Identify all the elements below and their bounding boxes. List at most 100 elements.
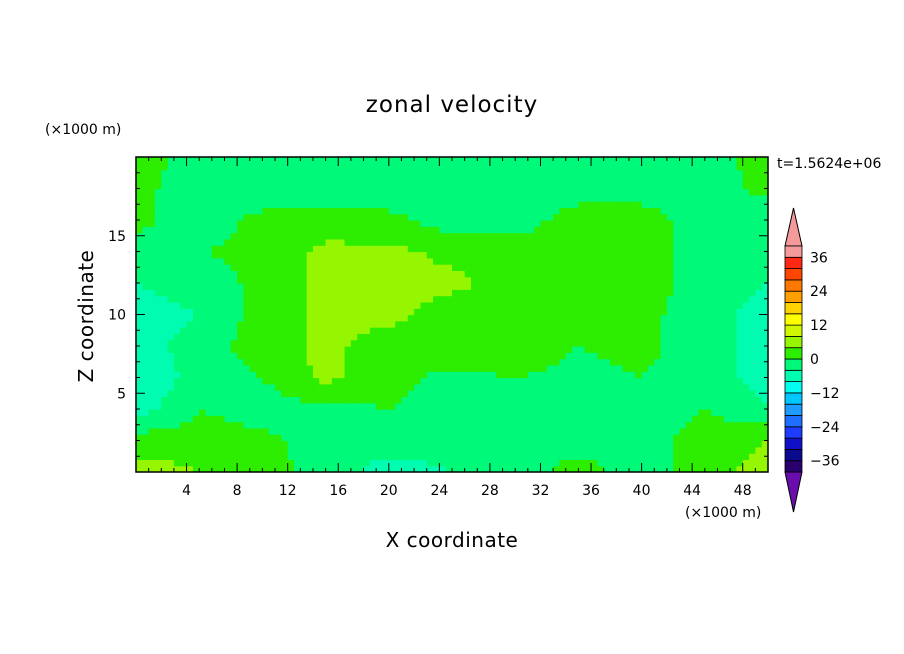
heatmap-cell bbox=[199, 257, 207, 265]
heatmap-cell bbox=[439, 182, 447, 190]
heatmap-cell bbox=[199, 194, 207, 202]
heatmap-cell bbox=[230, 459, 238, 467]
heatmap-cell bbox=[527, 390, 535, 397]
heatmap-cell bbox=[565, 188, 573, 196]
heatmap-cell bbox=[344, 295, 352, 303]
heatmap-cell bbox=[477, 301, 485, 309]
heatmap-cell bbox=[489, 440, 497, 448]
heatmap-cell bbox=[325, 213, 333, 221]
heatmap-cell bbox=[761, 213, 768, 221]
heatmap-cell bbox=[445, 421, 453, 429]
heatmap-cell bbox=[628, 402, 636, 410]
heatmap-cell bbox=[578, 289, 586, 297]
heatmap-cell bbox=[180, 320, 188, 328]
heatmap-cell bbox=[559, 396, 567, 404]
heatmap-cell bbox=[211, 213, 219, 221]
heatmap-cell bbox=[325, 238, 333, 246]
heatmap-cell bbox=[565, 320, 573, 328]
heatmap-cell bbox=[578, 358, 586, 366]
heatmap-cell bbox=[603, 465, 611, 472]
heatmap-cell bbox=[698, 364, 706, 372]
heatmap-cell bbox=[527, 440, 535, 448]
heatmap-cell bbox=[414, 182, 421, 190]
heatmap-cell bbox=[666, 352, 674, 360]
heatmap-cell bbox=[489, 157, 497, 164]
heatmap-cell bbox=[464, 396, 472, 404]
heatmap-cell bbox=[382, 264, 390, 271]
heatmap-cell bbox=[698, 346, 706, 353]
heatmap-cell bbox=[180, 339, 188, 347]
heatmap-cell bbox=[534, 402, 542, 410]
heatmap-cell bbox=[319, 201, 327, 208]
heatmap-cell bbox=[218, 207, 226, 215]
heatmap-cell bbox=[540, 390, 548, 397]
heatmap-cell bbox=[502, 421, 510, 429]
heatmap-cell bbox=[546, 220, 554, 227]
heatmap-cell bbox=[275, 201, 282, 208]
heatmap-cell bbox=[161, 276, 169, 284]
heatmap-cell bbox=[433, 175, 440, 183]
heatmap-cell bbox=[597, 201, 605, 208]
heatmap-cell bbox=[319, 295, 327, 303]
heatmap-cell bbox=[237, 371, 245, 379]
heatmap-cell bbox=[584, 453, 592, 460]
heatmap-cell bbox=[616, 396, 624, 404]
heatmap-cell bbox=[136, 220, 143, 227]
heatmap-cell bbox=[218, 201, 226, 208]
heatmap-cell bbox=[622, 251, 630, 259]
heatmap-cell bbox=[287, 157, 295, 164]
heatmap-cell bbox=[647, 453, 655, 460]
heatmap-cell bbox=[572, 371, 579, 379]
heatmap-cell bbox=[527, 427, 535, 435]
heatmap-cell bbox=[338, 207, 346, 215]
heatmap-cell bbox=[711, 283, 719, 290]
heatmap-cell bbox=[704, 163, 712, 171]
heatmap-cell bbox=[433, 453, 440, 460]
heatmap-cell bbox=[433, 270, 440, 278]
heatmap-cell bbox=[192, 308, 200, 316]
heatmap-cell bbox=[761, 339, 768, 347]
heatmap-cell bbox=[268, 446, 276, 454]
heatmap-cell bbox=[641, 194, 649, 202]
heatmap-cell bbox=[306, 358, 314, 366]
heatmap-cell bbox=[591, 358, 598, 366]
heatmap-cell bbox=[489, 465, 497, 472]
heatmap-cell bbox=[717, 446, 725, 454]
heatmap-cell bbox=[161, 163, 169, 171]
heatmap-cell bbox=[186, 295, 194, 303]
heatmap-cell bbox=[136, 175, 143, 183]
heatmap-cell bbox=[527, 188, 535, 196]
heatmap-cell bbox=[496, 194, 504, 202]
heatmap-cell bbox=[148, 220, 156, 227]
heatmap-cell bbox=[205, 377, 213, 385]
heatmap-cell bbox=[660, 402, 668, 410]
heatmap-cell bbox=[275, 396, 282, 404]
heatmap-cell bbox=[161, 320, 169, 328]
heatmap-cell bbox=[553, 308, 561, 316]
heatmap-cell bbox=[603, 346, 611, 353]
heatmap-cell bbox=[312, 201, 320, 208]
heatmap-cell bbox=[508, 440, 516, 448]
heatmap-cell bbox=[496, 383, 504, 391]
heatmap-cell bbox=[647, 182, 655, 190]
heatmap-cell bbox=[616, 383, 624, 391]
heatmap-cell bbox=[230, 358, 238, 366]
heatmap-cell bbox=[723, 402, 731, 410]
heatmap-cell bbox=[717, 295, 725, 303]
heatmap-cell bbox=[161, 396, 169, 404]
heatmap-cell bbox=[584, 175, 592, 183]
heatmap-cell bbox=[363, 308, 371, 316]
heatmap-cell bbox=[483, 446, 491, 454]
heatmap-cell bbox=[237, 308, 245, 316]
heatmap-cell bbox=[186, 251, 194, 259]
heatmap-cell bbox=[192, 289, 200, 297]
heatmap-cell bbox=[414, 295, 421, 303]
heatmap-cell bbox=[331, 182, 339, 190]
heatmap-cell bbox=[312, 339, 320, 347]
heatmap-cell bbox=[262, 213, 270, 221]
heatmap-cell bbox=[154, 327, 162, 334]
heatmap-cell bbox=[439, 283, 447, 290]
heatmap-cell bbox=[698, 320, 706, 328]
heatmap-cell bbox=[508, 163, 516, 171]
heatmap-cell bbox=[515, 213, 523, 221]
